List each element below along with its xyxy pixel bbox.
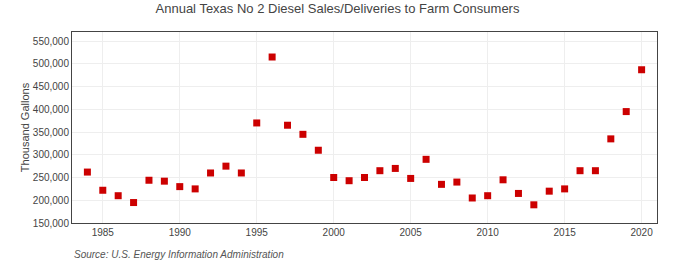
svg-text:2000: 2000 <box>323 227 346 238</box>
svg-text:1995: 1995 <box>246 227 269 238</box>
svg-text:300,000: 300,000 <box>33 149 70 160</box>
svg-text:2015: 2015 <box>554 227 577 238</box>
svg-text:200,000: 200,000 <box>33 195 70 206</box>
svg-text:2020: 2020 <box>630 227 653 238</box>
svg-text:550,000: 550,000 <box>33 36 70 47</box>
svg-text:1990: 1990 <box>169 227 192 238</box>
svg-text:250,000: 250,000 <box>33 172 70 183</box>
svg-text:Thousand Gallons: Thousand Gallons <box>19 82 31 172</box>
svg-text:1985: 1985 <box>92 227 115 238</box>
svg-text:2010: 2010 <box>477 227 500 238</box>
svg-text:450,000: 450,000 <box>33 81 70 92</box>
svg-text:2005: 2005 <box>400 227 423 238</box>
svg-text:350,000: 350,000 <box>33 127 70 138</box>
svg-text:500,000: 500,000 <box>33 58 70 69</box>
svg-text:400,000: 400,000 <box>33 104 70 115</box>
svg-text:150,000: 150,000 <box>33 218 70 229</box>
svg-text:Annual Texas No 2 Diesel Sales: Annual Texas No 2 Diesel Sales/Deliverie… <box>156 1 520 16</box>
svg-text:Source: U.S. Energy Informatio: Source: U.S. Energy Information Administ… <box>74 249 284 260</box>
